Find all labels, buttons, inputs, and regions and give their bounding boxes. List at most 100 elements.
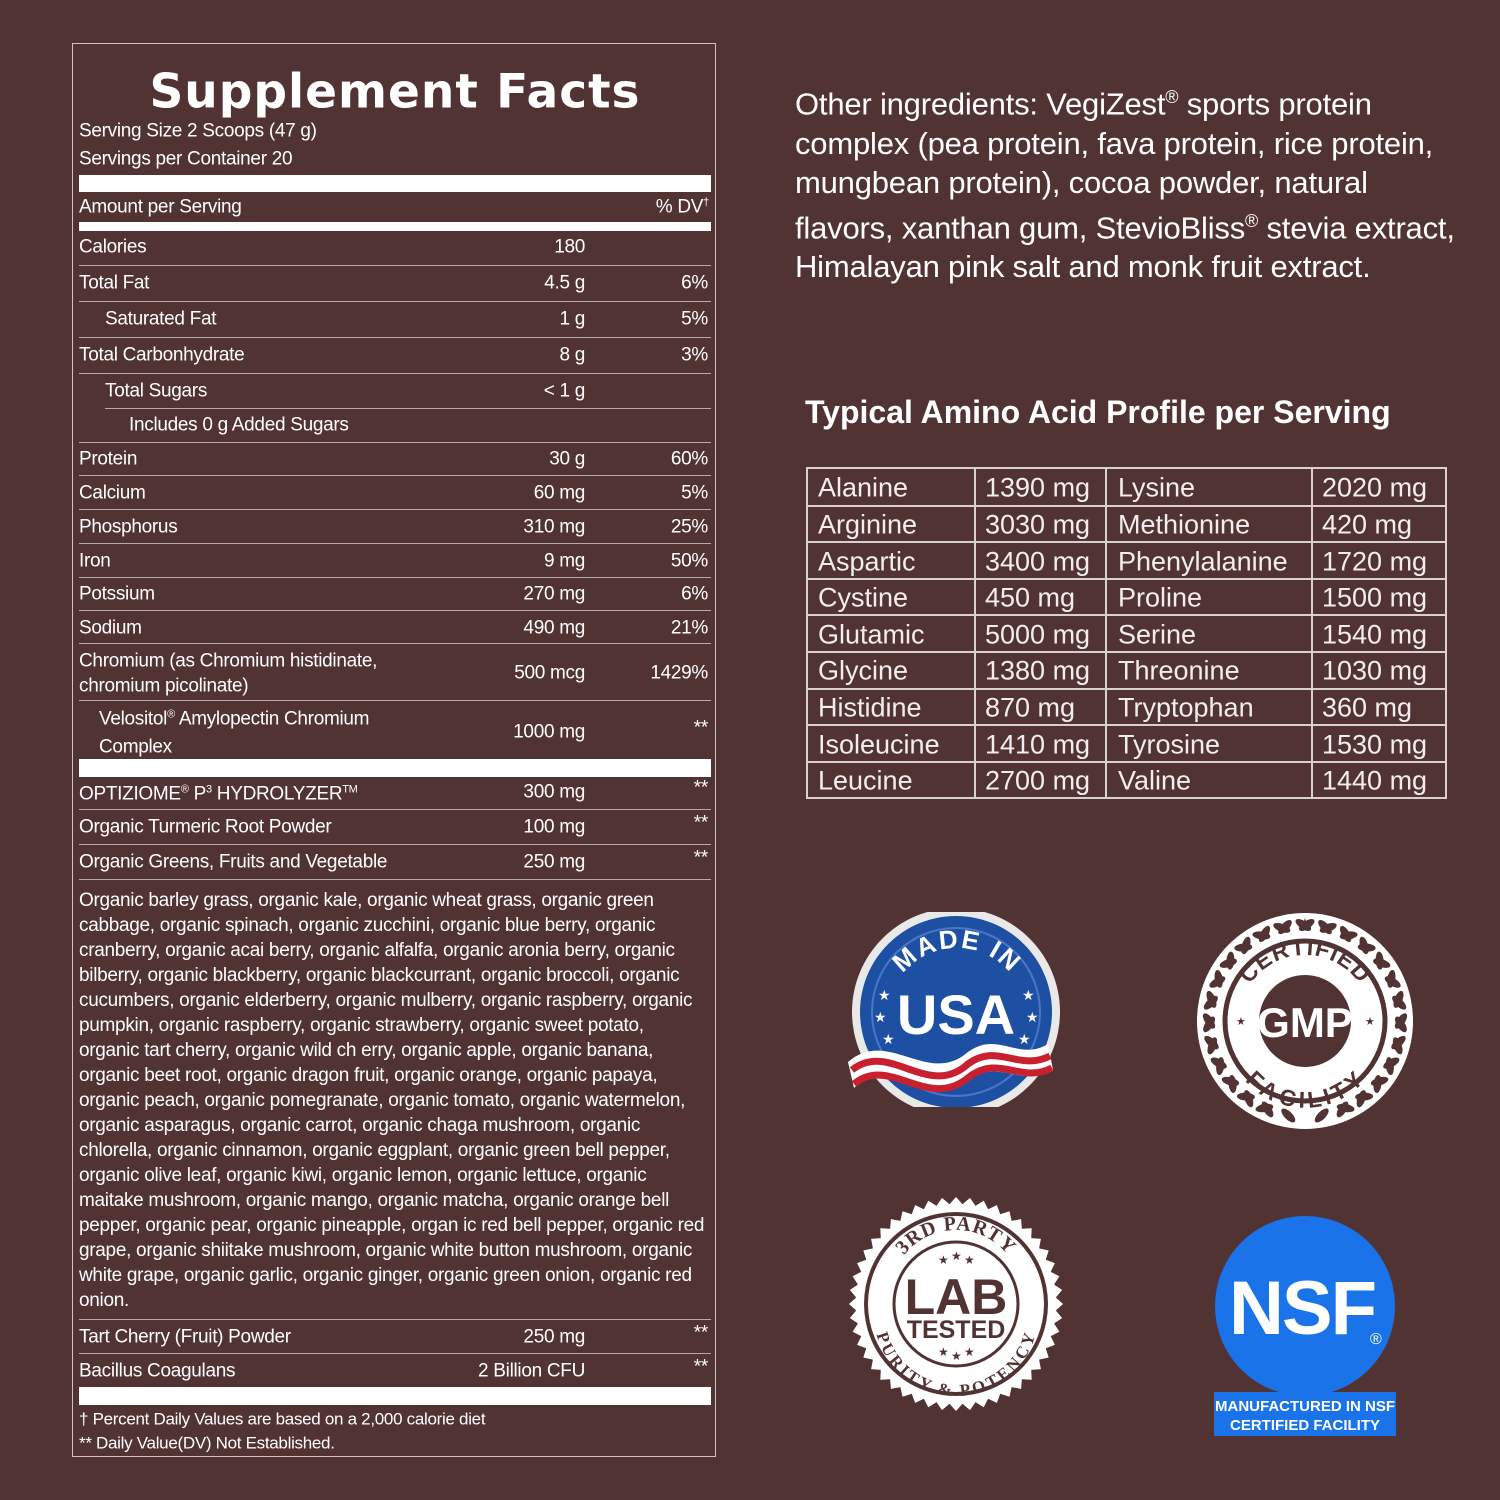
- amino-acid-name: Phenylalanine: [1118, 546, 1288, 576]
- optiziome-dv: **: [693, 777, 709, 799]
- greens-list-line: chlorella, organic cinnamon, organic egg…: [79, 1140, 670, 1161]
- amino-acid-amount: 1380 mg: [985, 655, 1091, 686]
- nutrient-name: Calcium: [79, 482, 146, 504]
- amino-acid-amount: 450 mg: [985, 582, 1076, 613]
- nsf-registered-mark: ®: [1370, 1331, 1382, 1348]
- svg-text:★: ★: [964, 1253, 975, 1267]
- optiziome-amount: 300 mg: [523, 781, 585, 803]
- thick-bar: [79, 759, 711, 777]
- amino-acid-amount: 3030 mg: [985, 509, 1091, 540]
- nutrient-name: Calories: [79, 236, 147, 258]
- table-row-divider: [808, 687, 1445, 690]
- velositol-name-line1: Velositol® Amylopectin Chromium: [99, 708, 370, 730]
- svg-text:★: ★: [964, 1345, 975, 1359]
- nutrient-name: Includes 0 g Added Sugars: [129, 414, 349, 436]
- nutrient-dv: 60%: [670, 448, 708, 470]
- greens-list-line: pepper, organic pear, organic pineapple,…: [79, 1215, 705, 1236]
- greens-list-line: white grape, organic garlic, organic gin…: [79, 1265, 692, 1286]
- svg-text:★: ★: [878, 988, 891, 1004]
- row-rule: [79, 543, 711, 544]
- nsf-certified-badge: NSF ® MANUFACTURED IN NSF CERTIFIED FACI…: [1214, 1216, 1396, 1436]
- greens-list-line: bilberry, organic blackberry, organic bl…: [79, 965, 680, 986]
- footnote-dv: † Percent Daily Values are based on a 2,…: [79, 1409, 486, 1429]
- nutrient-dv: 6%: [681, 583, 708, 605]
- table-row-divider: [808, 614, 1445, 617]
- amino-acid-name: Glutamic: [818, 619, 925, 650]
- nutrient-dv: 21%: [670, 617, 708, 639]
- row-rule: [79, 577, 711, 578]
- greens-list-line: organic olive leaf, organic kiwi, organi…: [79, 1165, 647, 1186]
- greens-list-line: organic beet root, organic dragon fruit,…: [79, 1065, 658, 1086]
- svg-text:★: ★: [874, 1010, 887, 1026]
- nutrient-amount: 490 mg: [523, 617, 585, 639]
- svg-text:★: ★: [951, 1349, 962, 1363]
- nutrient-name: Sodium: [79, 617, 142, 639]
- certified-gmp-badge: CERTIFIED FACILITY GMP ★ ★★: [1197, 913, 1413, 1129]
- amino-acid-name: Isoleucine: [818, 729, 940, 759]
- nutrient-name: Total Sugars: [105, 380, 208, 402]
- table-row-divider: [808, 541, 1445, 544]
- greens-list-line: maitake mushroom, organic mango, organic…: [79, 1190, 670, 1211]
- tart-cherry-dv: **: [693, 1322, 709, 1344]
- nutrient-amount: 180: [554, 236, 585, 258]
- table-column-divider: [1311, 469, 1313, 797]
- greens-list-line: pumpkin, organic raspberry, organic stra…: [79, 1015, 644, 1036]
- nutrient-name: Protein: [79, 448, 138, 470]
- nutrient-dv: 5%: [681, 482, 708, 504]
- amount-per-serving: Amount per Serving: [79, 196, 242, 218]
- row-rule: [79, 643, 711, 644]
- nsf-logo-text: NSF: [1229, 1266, 1375, 1351]
- amino-acid-name: Aspartic: [818, 546, 916, 576]
- row-rule: [79, 1353, 711, 1354]
- amino-acid-name: Valine: [1118, 765, 1192, 796]
- star-icons: ★ ★ ★: [1236, 916, 1375, 1028]
- amino-acid-amount: 3400 mg: [985, 546, 1091, 576]
- greens-list-line: organic tart cherry, organic wild ch err…: [79, 1040, 654, 1061]
- nutrient-name: Potssium: [79, 583, 155, 605]
- nutrient-dv: 50%: [670, 550, 708, 572]
- chromium-dv: 1429%: [650, 662, 708, 684]
- dv-header: % DV†: [655, 196, 709, 218]
- amino-acid-table: Alanine 1390 mg Lysine 2020 mg Arginine 3030 …: [806, 467, 1447, 799]
- amino-acid-amount: 1500 mg: [1322, 582, 1428, 613]
- amino-acid-name: Threonine: [1118, 655, 1240, 686]
- supplement-facts-panel: Supplement Facts Serving Size 2 Scoops (…: [72, 43, 716, 1457]
- turmeric-dv: **: [693, 812, 709, 834]
- table-row-divider: [808, 651, 1445, 653]
- amino-acid-name: Alanine: [818, 472, 909, 503]
- nutrient-name: Saturated Fat: [105, 308, 217, 330]
- amino-acid-name: Glycine: [818, 655, 909, 686]
- amino-acid-amount: 420 mg: [1322, 509, 1413, 540]
- amino-acid-name: Proline: [1118, 582, 1203, 613]
- nsf-caption-line1: MANUFACTURED IN NSF: [1215, 1398, 1395, 1415]
- lab-badge-main-text: LAB: [905, 1269, 1008, 1325]
- velositol-dv: **: [693, 717, 709, 739]
- bacillus-amount: 2 Billion CFU: [478, 1360, 585, 1382]
- nutrient-amount: 270 mg: [523, 583, 585, 605]
- svg-text:★: ★: [938, 1345, 949, 1359]
- amino-acid-name: Serine: [1118, 619, 1197, 650]
- row-rule: [79, 265, 711, 266]
- table-column-divider: [974, 469, 976, 797]
- amino-acid-amount: 1390 mg: [985, 472, 1091, 503]
- row-rule: [105, 408, 711, 409]
- velositol-name-line2: Complex: [99, 736, 172, 758]
- amino-acid-name: Tyrosine: [1118, 729, 1221, 759]
- thick-bar: [79, 175, 711, 192]
- row-rule: [79, 442, 711, 443]
- table-column-divider: [1105, 469, 1107, 797]
- svg-text:★: ★: [1365, 1015, 1375, 1028]
- greens-ingredient-list: Organic barley grass, organic kale, orga…: [79, 888, 704, 1313]
- velositol-amount: 1000 mg: [513, 721, 585, 743]
- row-rule: [79, 373, 711, 374]
- optiziome-name: OPTIZIOME® P3 HYDROLYZERTM: [79, 783, 358, 805]
- nutrient-dv: 3%: [681, 344, 708, 366]
- chromium-name-line2: chromium picolinate): [79, 675, 249, 697]
- table-row-divider: [808, 760, 1445, 763]
- row-rule: [79, 700, 711, 701]
- star-icons: ★ ★ ★ ★ ★ ★: [874, 988, 1039, 1048]
- tart-cherry-name: Tart Cherry (Fruit) Powder: [79, 1326, 291, 1348]
- greens-list-line: onion.: [79, 1290, 129, 1311]
- nutrient-dv: 25%: [670, 516, 708, 538]
- chromium-amount: 500 mcg: [514, 662, 585, 684]
